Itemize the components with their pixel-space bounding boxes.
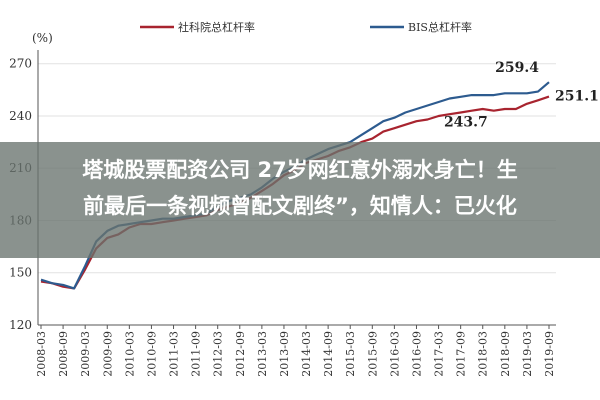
x-tick-label: 2014-09 <box>322 331 335 377</box>
x-tick-label: 2011-03 <box>168 331 181 377</box>
x-tick-label: 2019-03 <box>521 331 534 377</box>
headline-line-1: 塔城股票配资公司 27岁网红意外溺水身亡！生 <box>82 158 518 182</box>
legend-label: BIS总杠杆率 <box>408 20 472 34</box>
x-tick-label: 2018-03 <box>477 331 490 377</box>
x-tick-label: 2008-03 <box>35 331 48 377</box>
x-tick-label: 2013-03 <box>256 331 269 377</box>
data-label: 243.7 <box>444 115 488 131</box>
x-tick-label: 2017-09 <box>455 331 468 377</box>
x-tick-label: 2016-09 <box>410 331 423 377</box>
x-tick-label: 2008-09 <box>57 331 70 377</box>
legend: 社科院总杠杆率 BIS总杠杆率 <box>140 20 472 34</box>
headline-line-2: 前最后一条视频曾配文剧终”，知情人：已火化 <box>83 194 517 218</box>
annotations: 259.4 251.1 243.7 <box>444 60 599 131</box>
x-tick-label: 2012-09 <box>234 331 247 377</box>
y-tick-labels: 120150180210240270 <box>9 57 32 332</box>
x-tick-labels: 2008-03 2008-09 2009-03 2009-09 2010-03 2010-… <box>35 331 556 377</box>
x-tick-label: 2010-09 <box>145 331 158 377</box>
y-unit-label: (%) <box>32 31 53 45</box>
x-tick-label: 2017-03 <box>433 331 446 377</box>
x-tick-label: 2018-09 <box>499 331 512 377</box>
x-tick-label: 2016-03 <box>388 331 401 377</box>
x-tick-label: 2009-09 <box>101 331 114 377</box>
y-tick-label: 150 <box>9 266 32 280</box>
data-label: 259.4 <box>495 60 539 76</box>
headline-text[interactable]: 塔城股票配资公司 27岁网红意外溺水身亡！生 前最后一条视频曾配文剧终”，知情人… <box>0 152 600 224</box>
x-tick-label: 2015-03 <box>344 331 357 377</box>
data-label: 251.1 <box>555 89 599 105</box>
x-tick-label: 2012-03 <box>212 331 225 377</box>
y-tick-label: 120 <box>9 318 32 332</box>
x-tick-label: 2019-09 <box>543 331 556 377</box>
x-tick-label: 2014-03 <box>300 331 313 377</box>
legend-label: 社科院总杠杆率 <box>178 20 255 34</box>
x-tick-label: 2011-09 <box>190 331 203 377</box>
headline-overlay[interactable] <box>0 142 600 258</box>
x-tick-label: 2010-03 <box>123 331 136 377</box>
y-tick-label: 270 <box>9 57 32 71</box>
x-tick-label: 2015-09 <box>366 331 379 377</box>
y-tick-label: 240 <box>9 109 32 123</box>
x-tick-label: 2009-03 <box>79 331 92 377</box>
x-tick-label: 2013-09 <box>278 331 291 377</box>
